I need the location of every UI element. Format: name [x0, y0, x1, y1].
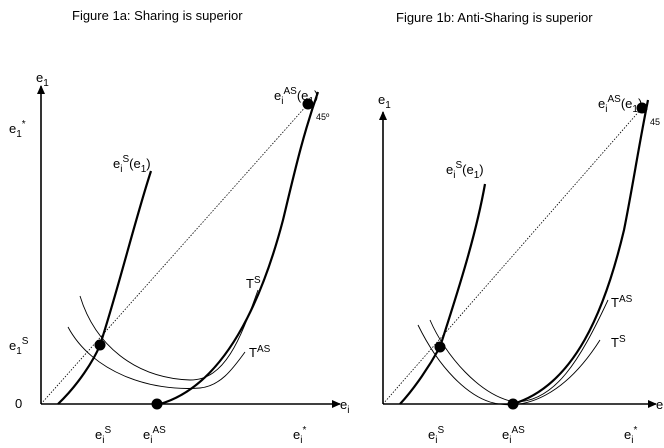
panel-a-caption: Figure 1a: Sharing is superior: [72, 8, 243, 23]
panel-a-y-tick-estar: e1*: [9, 119, 26, 140]
panel-a-ts-label: TS: [246, 275, 261, 291]
panel-b-curve-es-label: eiS(e1): [446, 160, 484, 181]
panel-b-45-degree-dot: [636, 102, 648, 114]
panel-a-tas-curve: [67, 326, 246, 389]
panel-b-anti-sharing-equilibrium-dot: [507, 398, 519, 410]
panel-b-x-tick-eas: eiAS: [502, 425, 525, 446]
panel-a-sharing-equilibrium-dot: [94, 339, 106, 351]
panel-a: Figure 1a: Sharing is superior e1 e1* e1…: [9, 8, 349, 446]
panel-a-x-tick-eas: eiAS: [143, 425, 166, 446]
panel-a-curve-es-label: eiS(e1): [113, 154, 151, 175]
panel-a-curve-eas: [159, 91, 320, 406]
panel-a-45-degree-line: [40, 103, 309, 405]
panel-a-tas-label: TAS: [249, 344, 271, 360]
panel-a-x-axis-label: ei: [340, 397, 349, 416]
panel-a-x-tick-estar: ei*: [293, 425, 306, 446]
panel-b: Figure 1b: Anti-Sharing is superior e1 e…: [378, 10, 663, 446]
panel-a-anti-sharing-equilibrium-dot: [151, 398, 163, 410]
panel-b-x-tick-estar: ei*: [624, 425, 637, 446]
panel-a-angle-label: 45º: [316, 112, 330, 122]
panel-b-x-tick-es: eiS: [428, 425, 444, 446]
panel-a-y-tick-es: e1S: [9, 336, 29, 357]
panel-b-ts-label: TS: [611, 334, 626, 350]
panel-a-curve-eas-label: eiAS(e1): [274, 86, 318, 107]
panel-b-tas-curve: [429, 299, 609, 403]
panel-a-x-tick-es: eiS: [95, 425, 111, 446]
panel-b-angle-label: 45: [650, 117, 660, 127]
panel-a-origin-label: 0: [15, 396, 22, 411]
panel-a-y-axis-label: e1: [36, 70, 49, 89]
panel-b-x-axis-label: e: [656, 397, 663, 412]
panel-b-curve-eas: [512, 99, 650, 406]
panel-a-curve-es: [57, 170, 153, 405]
panel-b-y-axis-label: e1: [378, 92, 391, 111]
panel-b-caption: Figure 1b: Anti-Sharing is superior: [396, 10, 593, 25]
panel-a-ts-curve: [79, 289, 259, 381]
panel-b-curve-es: [399, 183, 487, 405]
panel-b-ts-curve: [417, 324, 601, 406]
panel-b-curve-eas-label: eiAS(e1): [598, 94, 642, 115]
panel-b-sharing-equilibrium-dot: [434, 341, 446, 353]
panel-a-45-degree-dot: [302, 98, 314, 110]
panel-b-tas-label: TAS: [611, 294, 633, 310]
panel-b-45-degree-line: [382, 107, 643, 405]
